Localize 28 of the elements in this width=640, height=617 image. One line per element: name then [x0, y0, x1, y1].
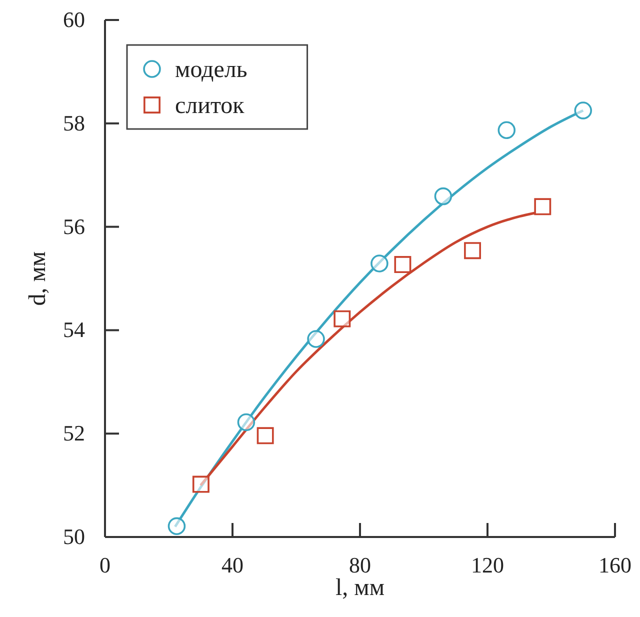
- point: [168, 517, 186, 536]
- x-axis-title: l, мм: [335, 575, 385, 601]
- point: [464, 242, 481, 260]
- x-tick-label: 0: [100, 552, 110, 578]
- point: [334, 310, 351, 328]
- y-tick-label: 52: [63, 420, 85, 446]
- point: [192, 476, 210, 493]
- point: [574, 102, 592, 120]
- y-tick-label: 58: [63, 110, 85, 136]
- y-tick-label: 54: [63, 317, 85, 342]
- legend-label: слиток: [175, 93, 245, 119]
- point: [498, 121, 516, 139]
- point: [256, 427, 274, 444]
- point: [394, 256, 412, 274]
- point: [534, 198, 552, 216]
- point: [237, 413, 256, 432]
- point: [370, 254, 388, 272]
- point: [434, 187, 452, 206]
- x-tick-label: 80: [349, 552, 371, 578]
- x-tick-label: 40: [222, 552, 244, 578]
- y-tick-label: 56: [63, 214, 85, 239]
- y-tick-label: 60: [63, 7, 85, 32]
- x-tick-label: 160: [598, 552, 632, 578]
- y-tick-label: 50: [63, 524, 85, 550]
- x-tick-label: 120: [471, 552, 504, 578]
- y-axis-title: d, мм: [25, 251, 51, 306]
- point: [307, 330, 325, 348]
- legend-label: модель: [175, 57, 248, 83]
